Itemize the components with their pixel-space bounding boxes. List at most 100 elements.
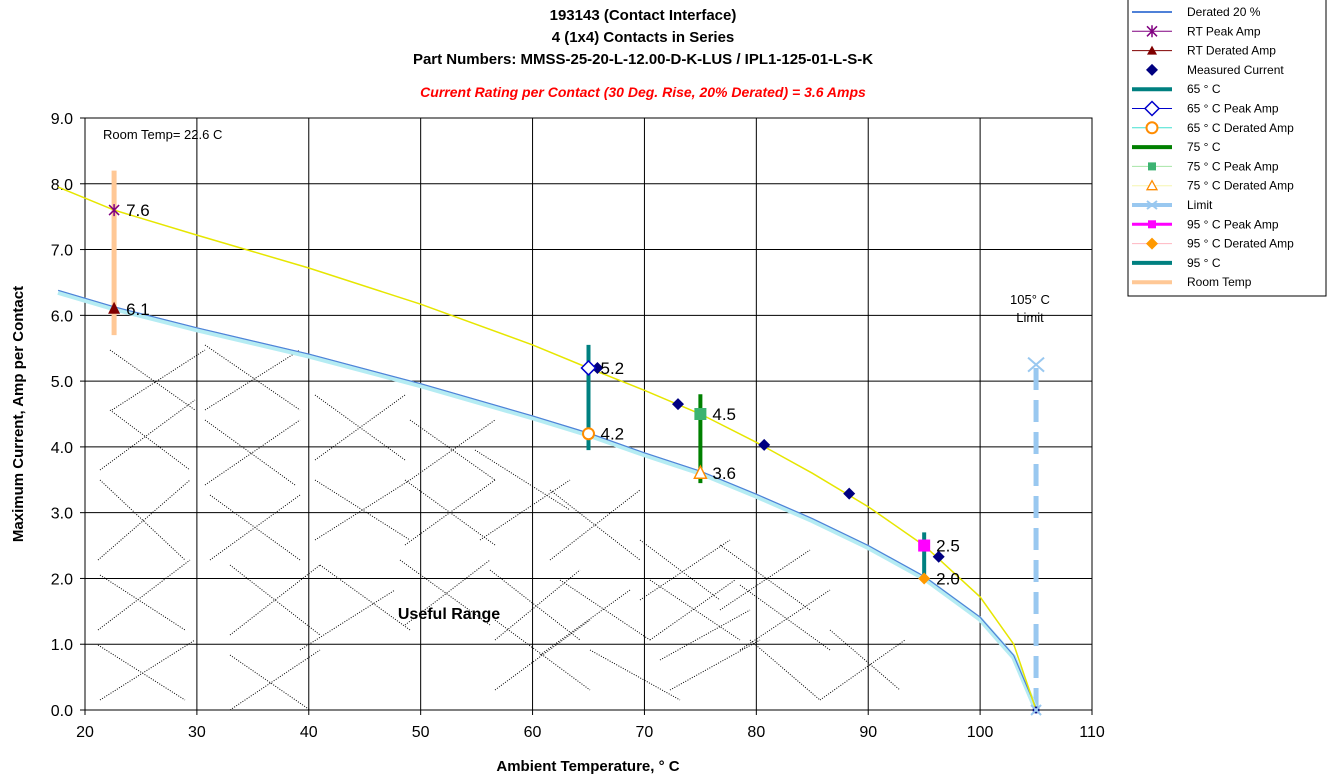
data-label: 6.1 (126, 300, 150, 319)
chart-subtitle: Current Rating per Contact (30 Deg. Rise… (420, 84, 866, 100)
legend-swatch-marker (1146, 200, 1158, 210)
hatch-line (494, 569, 581, 641)
hatch-line (204, 419, 301, 486)
measured-current-point (843, 487, 856, 500)
hatch-line (229, 564, 321, 636)
hatch-line (649, 579, 741, 641)
legend-swatch-marker (1147, 45, 1157, 55)
hatch-line (749, 639, 821, 701)
hatch-line (659, 609, 751, 661)
legend-swatch-marker (1146, 63, 1158, 76)
x-tick-label: 90 (859, 724, 877, 741)
legend-swatch-marker (1148, 220, 1156, 229)
hatch-line (549, 489, 641, 561)
hatch-line (549, 489, 641, 561)
legend-item-label: 75 ° C (1187, 140, 1221, 154)
legend: Derated 20 % RT Peak Amp RT Derated Amp Mea… (1127, 0, 1327, 297)
hatch-line (97, 479, 191, 561)
legend-item-label: Derated 20 % (1187, 5, 1261, 19)
y-tick-label: 1.0 (51, 637, 73, 654)
hatch-line (639, 539, 731, 601)
legend-swatch-marker (1146, 25, 1158, 38)
y-axis-label: Maximum Current, Amp per Contact (10, 286, 27, 542)
hatch-line (111, 349, 206, 411)
hatch-line (494, 619, 591, 691)
peak-curve-line (57, 186, 1037, 711)
series-layer (57, 170, 1039, 711)
measured-current-point (672, 398, 685, 411)
hatch-line (739, 584, 831, 651)
hatch-line (399, 559, 491, 626)
hatch-line (99, 574, 186, 631)
x-axis-ticks: 20 30 40 50 60 70 80 90 100 110 (76, 710, 1105, 741)
y-tick-label: 6.0 (51, 308, 73, 325)
y-tick-label: 5.0 (51, 374, 73, 391)
legend-item-label: Limit (1187, 198, 1213, 212)
hatch-line (97, 559, 191, 631)
derated-curve-halo (57, 289, 1039, 711)
hatch-line (319, 564, 411, 631)
data-label: 2.0 (936, 569, 960, 588)
limit-x-marker (1027, 356, 1045, 373)
legend-item-label: 95 ° C (1187, 256, 1221, 270)
chart-title-line-1: 193143 (Contact Interface) (550, 7, 737, 24)
marker-rt-peak-amp (108, 204, 120, 217)
x-tick-label: 20 (76, 724, 94, 741)
legend-item-label: 65 ° C Derated Amp (1187, 121, 1294, 135)
chart-title-line-3: Part Numbers: MMSS-25-20-L-12.00-D-K-LUS… (413, 51, 873, 68)
hatch-line (314, 394, 406, 461)
derated-curve-line (57, 289, 1037, 709)
marker-75-c-derated-amp (693, 464, 708, 479)
hatch-line (489, 569, 581, 641)
legend-item-label: 95 ° C Derated Amp (1187, 237, 1294, 251)
x-axis-label: Ambient Temperature, ° C (496, 758, 679, 775)
legend-swatch-marker (1145, 179, 1159, 191)
hatch-line (494, 619, 591, 691)
x-tick-label: 70 (636, 724, 654, 741)
y-tick-label: 9.0 (51, 111, 73, 128)
legend-item-label: Measured Current (1187, 63, 1284, 77)
data-label: 4.2 (601, 425, 625, 444)
hatch-line (229, 654, 311, 711)
legend-item-label: 65 ° C Peak Amp (1187, 102, 1279, 116)
hatch-line (559, 579, 651, 641)
measured-current-point (758, 438, 771, 451)
legend-swatch-marker (1143, 100, 1161, 117)
legend-item-label: RT Derated Amp (1187, 44, 1276, 58)
marker-95-c-derated-amp (918, 572, 931, 585)
legend-item-label: 75 ° C Derated Amp (1187, 179, 1294, 193)
hatch-line (99, 399, 196, 471)
hatch-line (639, 539, 721, 601)
legend-item-label: 65 ° C (1187, 82, 1221, 96)
hatch-line (539, 589, 631, 656)
hatch-line (204, 344, 301, 411)
hatch-line (719, 549, 811, 611)
x-tick-label: 100 (967, 724, 994, 741)
marker-65-c-peak-amp (580, 359, 597, 377)
y-tick-label: 8.0 (51, 177, 73, 194)
marks-layer: 7.6 6.1 5.2 4.2 4.5 3.6 2.5 2.0 (108, 201, 1045, 716)
y-tick-label: 3.0 (51, 506, 73, 523)
hatch-line (204, 419, 296, 486)
legend-item-label: RT Peak Amp (1187, 24, 1261, 38)
hatch-line (229, 564, 321, 636)
limit-note-line-2: Limit (1016, 310, 1044, 325)
x-tick-label: 30 (188, 724, 206, 741)
useful-range-label: Useful Range (398, 606, 500, 623)
hatch-line (109, 409, 191, 471)
hatch-line (479, 479, 571, 541)
hatch-line (404, 559, 491, 626)
hatch-line (229, 649, 321, 711)
measured-current-point (591, 361, 604, 374)
hatch-line (719, 544, 811, 611)
legend-swatch-marker (1146, 237, 1158, 250)
x-tick-label: 110 (1079, 724, 1105, 741)
x-tick-label: 80 (747, 724, 765, 741)
legend-swatch-marker (1145, 121, 1159, 135)
legend-swatch-marker (1148, 162, 1156, 171)
data-label: 5.2 (601, 359, 625, 378)
hatch-line (739, 589, 831, 651)
hatch-line (209, 494, 301, 561)
hatch-line (829, 629, 901, 691)
